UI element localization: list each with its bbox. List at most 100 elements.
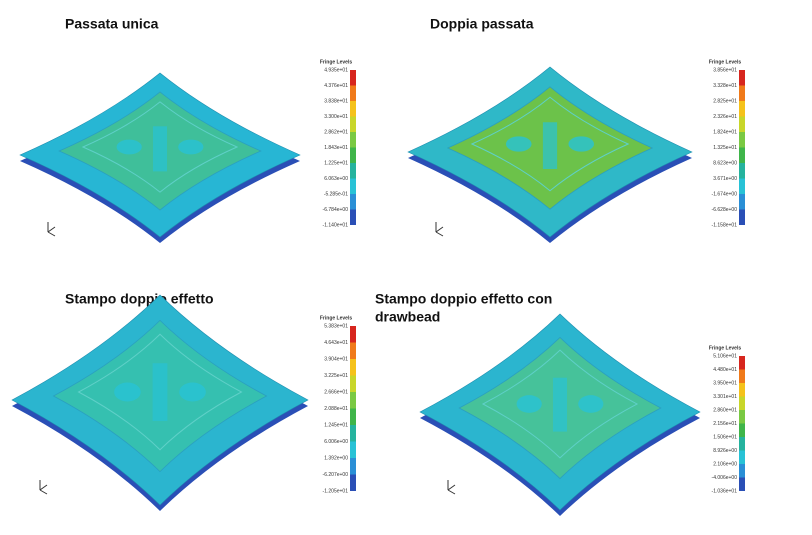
legend-swatch	[350, 458, 356, 475]
legend-swatch	[350, 70, 356, 86]
legend-level: -6.207e+00	[323, 472, 349, 478]
legend-swatch	[350, 359, 356, 376]
legend-swatch	[739, 86, 745, 102]
feature	[114, 383, 141, 402]
legend-level: 2.326e+01	[713, 114, 737, 120]
legend-swatch	[350, 425, 356, 442]
legend-swatch	[350, 442, 356, 459]
legend-swatch	[739, 424, 745, 438]
legend-swatch	[739, 370, 745, 384]
axis-triad	[40, 480, 47, 494]
legend-swatch	[739, 210, 745, 226]
legend-level: 1.245e+01	[324, 422, 348, 428]
legend-level: 4.643e+01	[324, 340, 348, 346]
legend-swatch	[739, 410, 745, 424]
legend-swatch	[739, 478, 745, 492]
legend-swatch	[350, 194, 356, 210]
panel-title: drawbead	[375, 309, 440, 325]
legend-level: 2.156e+01	[713, 421, 737, 427]
legend-title: Fringe Levels	[709, 59, 741, 65]
legend-swatch	[350, 148, 356, 164]
legend-swatch	[739, 356, 745, 370]
legend-level: 2.106e+00	[713, 461, 737, 467]
legend-title: Fringe Levels	[709, 345, 741, 351]
legend-level: 1.325e+01	[713, 145, 737, 151]
legend-level: 3.950e+01	[713, 380, 737, 386]
feature	[553, 378, 567, 432]
legend-swatch	[350, 326, 356, 343]
legend-level: 1.824e+01	[713, 129, 737, 135]
legend-level: 6.006e+00	[324, 439, 348, 445]
axis-triad	[436, 222, 443, 236]
legend-level: 1.392e+00	[324, 455, 348, 461]
panel-title: Stampo doppio effetto	[65, 291, 214, 307]
legend-level: 4.935e+01	[324, 67, 348, 73]
legend-level: -6.784e+00	[323, 207, 349, 213]
legend-swatch	[350, 343, 356, 360]
legend-swatch	[739, 117, 745, 133]
legend-swatch	[739, 437, 745, 451]
panel-title: Doppia passata	[430, 16, 534, 32]
legend-level: 2.862e+01	[324, 129, 348, 135]
legend-level: -1.674e+00	[712, 191, 738, 197]
legend-swatch	[739, 132, 745, 148]
legend-swatch	[739, 163, 745, 179]
legend-swatch	[350, 210, 356, 226]
legend-level: 2.666e+01	[324, 389, 348, 395]
legend-level: 3.225e+01	[324, 373, 348, 379]
feature	[117, 140, 142, 155]
feature	[153, 126, 167, 171]
legend-swatch	[739, 383, 745, 397]
legend-level: 4.376e+01	[324, 83, 348, 89]
legend-level: 2.860e+01	[713, 407, 737, 413]
panel-title: Passata unica	[65, 16, 159, 32]
feature	[517, 395, 542, 413]
legend-level: -6.628e+00	[712, 207, 738, 213]
panel: Doppia passata Fringe Levels 3.856e+01 3.32…	[408, 16, 745, 243]
legend-swatch	[350, 163, 356, 179]
legend-swatch	[739, 464, 745, 478]
legend-level: -1.158e+01	[712, 222, 738, 228]
legend-level: 1.506e+01	[713, 434, 737, 440]
legend-level: -4.006e+00	[712, 475, 738, 481]
legend-level: 1.225e+01	[324, 160, 348, 166]
feature	[543, 122, 557, 169]
legend-swatch	[739, 179, 745, 195]
feature	[153, 363, 168, 421]
legend-level: -5.285e-01	[324, 191, 348, 197]
legend-swatch	[350, 179, 356, 195]
legend-swatch	[350, 409, 356, 426]
legend-level: 3.856e+01	[713, 67, 737, 73]
legend-swatch	[739, 70, 745, 86]
feature	[506, 136, 532, 151]
axis-triad	[48, 222, 55, 236]
legend-swatch	[739, 397, 745, 411]
legend-swatch	[350, 376, 356, 393]
legend-level: 3.328e+01	[713, 83, 737, 89]
feature	[568, 136, 594, 151]
legend-swatch	[350, 132, 356, 148]
legend-swatch	[350, 86, 356, 102]
figure: Passata unica Fringe Levels 4.935e+01 4.376…	[0, 0, 812, 530]
feature	[179, 383, 206, 402]
legend-level: 1.843e+01	[324, 145, 348, 151]
legend-swatch	[350, 392, 356, 409]
legend-level: 8.623e+00	[713, 160, 737, 166]
feature	[578, 395, 603, 413]
legend-level: 3.904e+01	[324, 356, 348, 362]
legend-swatch	[739, 194, 745, 210]
panel-title: Stampo doppio effetto con	[375, 291, 552, 307]
legend-level: 2.088e+01	[324, 406, 348, 412]
legend-swatch	[350, 475, 356, 492]
legend-level: -1.036e+01	[712, 488, 738, 494]
legend-level: 3.671e+00	[713, 176, 737, 182]
legend-level: 3.300e+01	[324, 114, 348, 120]
legend-level: 2.825e+01	[713, 98, 737, 104]
legend-level: 5.106e+01	[713, 353, 737, 359]
legend-swatch	[739, 148, 745, 164]
legend-swatch	[350, 117, 356, 133]
legend-swatch	[350, 101, 356, 117]
legend-level: -1.140e+01	[323, 222, 349, 228]
